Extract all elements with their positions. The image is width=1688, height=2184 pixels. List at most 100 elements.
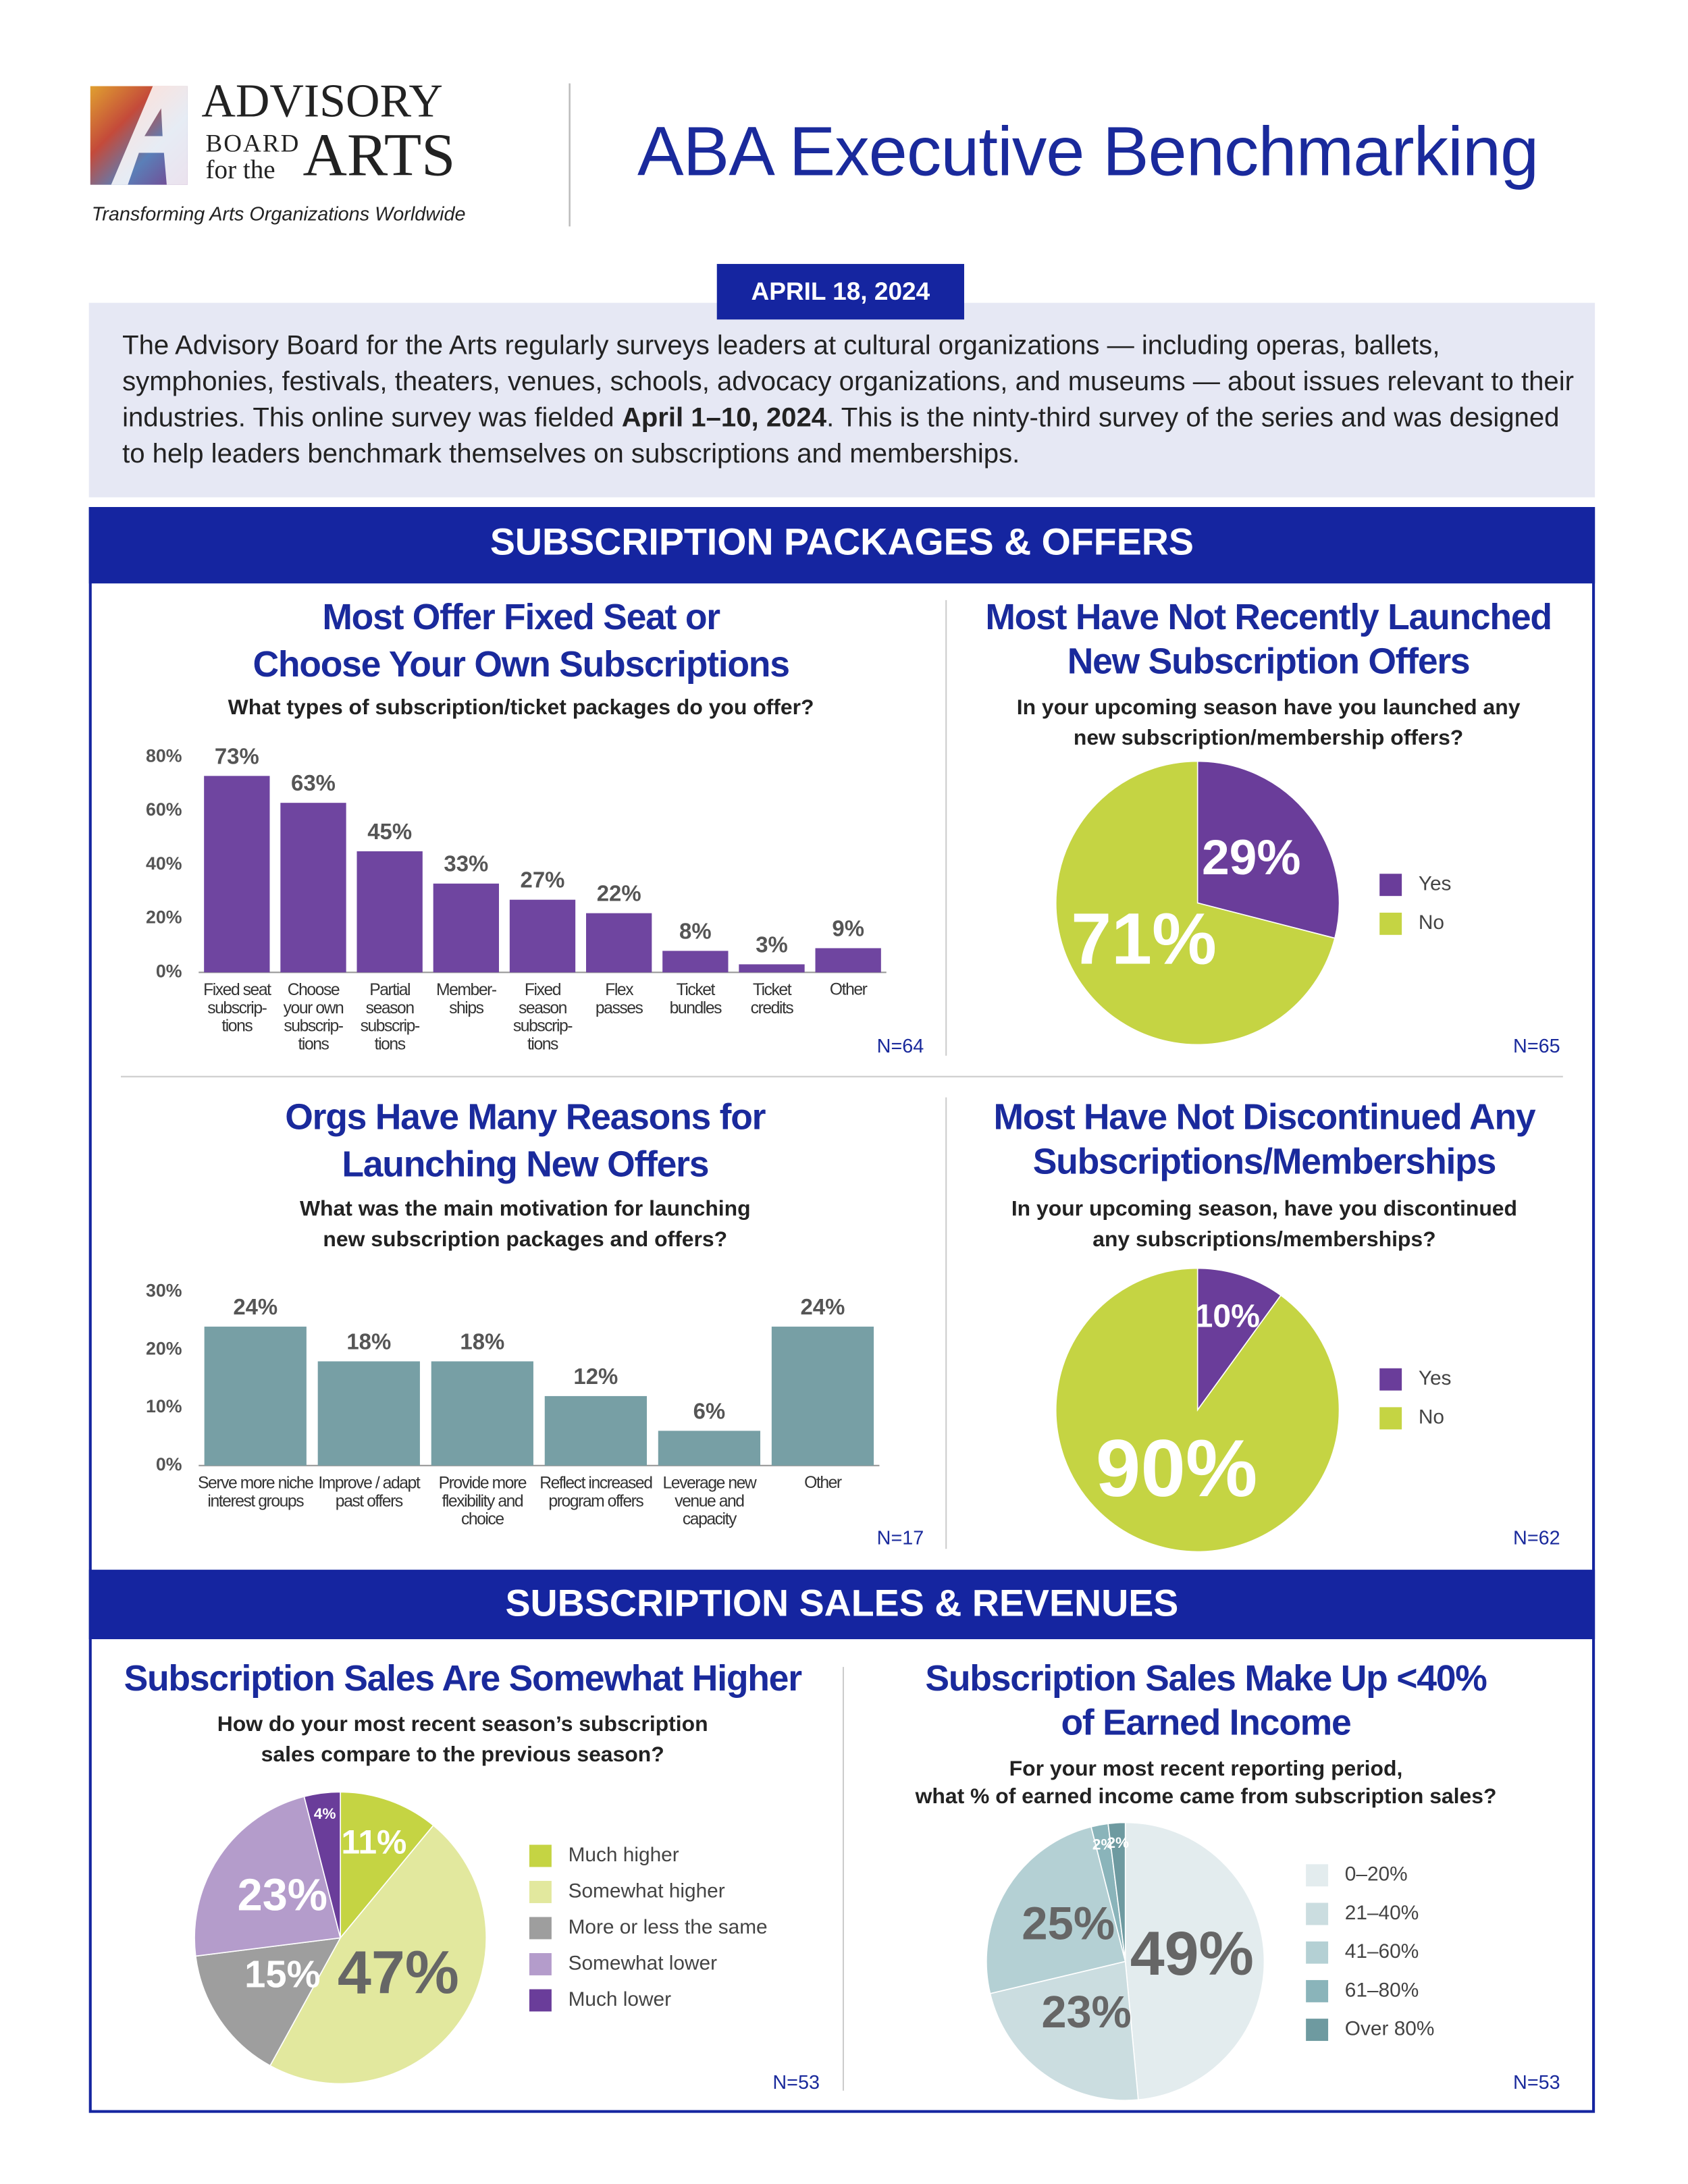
x-tick-label: Ticket bundles	[670, 981, 722, 1017]
y-tick-label: 0%	[156, 1454, 182, 1474]
value-label: 22%	[597, 881, 641, 906]
pie-slice	[1196, 760, 1340, 939]
legend-label: Yes	[1419, 1367, 1452, 1389]
value-label: 27%	[521, 868, 565, 893]
x-tick-label: Ticket credits	[751, 981, 794, 1017]
sample-size: N=17	[877, 1527, 924, 1549]
bar	[586, 913, 652, 973]
chart-subtitle: In your upcoming season have you launche…	[1017, 695, 1521, 719]
chart-subtitle: any subscriptions/memberships?	[1092, 1227, 1435, 1251]
section-band	[88, 1570, 1595, 1639]
chart-subtitle: In your upcoming season, have you discon…	[1011, 1196, 1517, 1221]
sample-size: N=62	[1513, 1527, 1560, 1549]
chart-subtitle: sales compare to the previous season?	[261, 1742, 664, 1766]
y-tick-label: 40%	[146, 853, 182, 874]
logo-text: BOARD	[206, 130, 300, 158]
bar	[509, 899, 576, 973]
value-label: 9%	[832, 915, 864, 940]
intro-part: . This is the ninty-third survey of the …	[122, 402, 1560, 470]
sample-size: N=64	[877, 1036, 924, 1057]
legend-swatch	[529, 1844, 552, 1867]
chart-title: Subscriptions/Memberships	[1033, 1142, 1496, 1181]
x-tick-label: Other	[830, 981, 868, 999]
chart-subtitle: What types of subscription/ticket packag…	[228, 695, 814, 719]
y-tick-label: 80%	[146, 745, 182, 766]
tagline: Transforming Arts Organizations Worldwid…	[92, 204, 466, 225]
slice-label: 71%	[1071, 899, 1217, 980]
slice-label: 29%	[1202, 830, 1301, 885]
y-tick-label: 30%	[146, 1281, 182, 1301]
chart-title: Launching New Offers	[342, 1145, 708, 1185]
legend-label: 41–60%	[1345, 1940, 1419, 1963]
chart-title: Orgs Have Many Reasons for	[285, 1098, 765, 1138]
x-tick-label: Provide more flexibility and choice	[439, 1474, 527, 1528]
pie-slice	[194, 1937, 342, 2067]
value-label: 24%	[233, 1294, 278, 1319]
pie-slice	[340, 1791, 434, 1940]
intro-part: The Advisory Board for the Arts regularl…	[122, 330, 1575, 433]
x-tick-label: Fixed season subscrip-tions	[513, 981, 573, 1053]
legend-label: Somewhat lower	[569, 1952, 718, 1974]
legend-label: Over 80%	[1345, 2017, 1435, 2040]
value-label: 3%	[756, 932, 788, 957]
bar	[204, 1327, 307, 1466]
bar	[662, 951, 729, 973]
intro-bold: April 1–10, 2024	[621, 402, 827, 433]
bar	[431, 1361, 533, 1466]
x-tick-label: Leverage new venue and capacity	[663, 1474, 757, 1528]
logo-text: ADVISORY	[201, 75, 443, 127]
legend-label: More or less the same	[569, 1916, 768, 1938]
legend-swatch	[1306, 1902, 1329, 1925]
x-tick-label: Flex passes	[596, 981, 643, 1017]
slice-label: 4%	[314, 1805, 336, 1822]
x-tick-label: Reflect increased program offers	[539, 1474, 652, 1510]
y-tick-label: 60%	[146, 799, 182, 820]
bar	[658, 1431, 761, 1466]
bar	[280, 803, 346, 973]
bar	[433, 883, 499, 973]
legend-label: Much higher	[569, 1844, 679, 1866]
value-label: 45%	[367, 819, 412, 844]
legend-swatch	[1379, 874, 1402, 897]
value-label: 18%	[346, 1329, 391, 1354]
value-label: 12%	[573, 1364, 618, 1389]
slice-label: 10%	[1195, 1298, 1260, 1334]
bar	[771, 1327, 874, 1466]
value-label: 8%	[679, 918, 712, 943]
legend-label: 61–80%	[1345, 1979, 1419, 2001]
legend-label: Much lower	[569, 1988, 672, 2010]
pie-slice	[1055, 1267, 1340, 1553]
x-tick-label: Improve / adapt past offers	[318, 1474, 421, 1510]
logo-a	[111, 86, 188, 185]
chart-subtitle: For your most recent reporting period,	[1009, 1756, 1403, 1780]
section-title: SUBSCRIPTION SALES & REVENUES	[505, 1582, 1178, 1624]
slice-label: 23%	[238, 1871, 327, 1921]
legend-swatch	[1379, 1368, 1402, 1391]
chart-title: of Earned Income	[1061, 1703, 1351, 1743]
chart-subtitle: what % of earned income came from subscr…	[915, 1784, 1497, 1808]
legend-swatch	[1306, 2019, 1329, 2042]
y-tick-label: 20%	[146, 1338, 182, 1358]
pie-slice	[989, 1961, 1139, 2101]
bar	[544, 1395, 647, 1466]
pie-slice	[269, 1824, 487, 2085]
y-tick-label: 10%	[146, 1396, 182, 1416]
sample-size: N=53	[1513, 2072, 1560, 2094]
slice-label: 47%	[338, 1939, 459, 2006]
slice-label: 49%	[1130, 1919, 1254, 1988]
page-title: ABA Executive Benchmarking	[637, 113, 1538, 190]
y-tick-label: 20%	[146, 907, 182, 928]
x-tick-label: Serve more niche interest groups	[198, 1474, 313, 1510]
chart-title: Subscription Sales Make Up <40%	[925, 1659, 1487, 1699]
value-label: 24%	[801, 1294, 845, 1319]
pie-slice	[986, 1826, 1126, 1994]
chart-subtitle: new subscription packages and offers?	[323, 1227, 727, 1251]
legend-label: 21–40%	[1345, 1902, 1419, 1924]
chart-subtitle: What was the main motivation for launchi…	[300, 1196, 751, 1221]
pie-slice	[303, 1791, 341, 1938]
logo-text: for the	[206, 155, 275, 184]
section-title: SUBSCRIPTION PACKAGES & OFFERS	[490, 521, 1194, 562]
pie-slice	[1055, 760, 1336, 1046]
